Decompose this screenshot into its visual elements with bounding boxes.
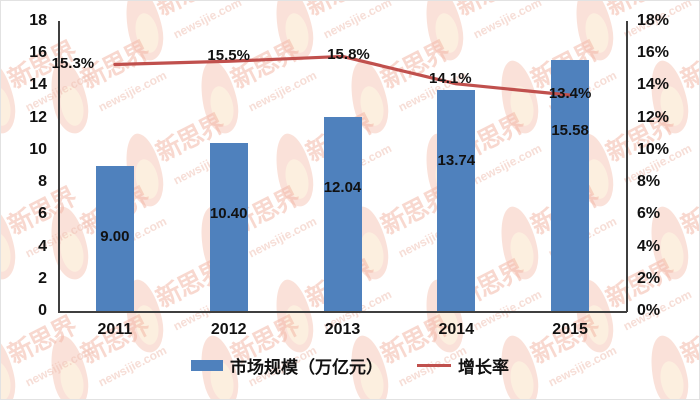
line-value-label: 15.5%: [207, 47, 250, 65]
category-label-2014: 2014: [438, 321, 475, 338]
left-tick-label: 12: [29, 108, 47, 126]
left-tick-label: 2: [38, 269, 47, 287]
right-tick-label: 8%: [637, 173, 661, 191]
legend-label-growth-rate: 增长率: [458, 358, 509, 377]
bar-2014[interactable]: [437, 89, 476, 311]
legend-item-market-size[interactable]: 市场规模（万亿元）: [191, 353, 383, 378]
right-tick-label: 6%: [637, 205, 661, 223]
bar-2015[interactable]: [551, 59, 590, 311]
left-tick-label: 10: [29, 140, 47, 158]
right-tick-label: 0%: [637, 302, 661, 319]
right-tick-label: 4%: [637, 237, 661, 255]
category-label-2013: 2013: [324, 321, 361, 338]
right-tick-label: 12%: [637, 108, 670, 126]
category-label-2015: 2015: [552, 321, 588, 338]
bar-2012[interactable]: [209, 143, 248, 311]
bar-value-label: 12.04: [323, 179, 362, 197]
bar-value-label: 10.40: [209, 205, 248, 223]
left-tick-label: 18: [29, 12, 47, 29]
right-tick-label: 2%: [637, 269, 661, 287]
right-axis-line: [626, 21, 628, 312]
right-tick-label: 10%: [637, 140, 670, 158]
bar-2013[interactable]: [323, 117, 362, 311]
line-value-label: 15.8%: [327, 46, 370, 64]
chart-legend: 市场规模（万亿元） 增长率: [1, 353, 699, 378]
left-tick-label: 4: [38, 237, 47, 255]
legend-line-swatch-icon: [417, 363, 451, 368]
line-value-label: 13.4%: [548, 85, 592, 103]
left-tick-label: 14: [29, 76, 47, 94]
line-value-label: 14.1%: [429, 69, 472, 87]
right-tick-label: 14%: [637, 76, 670, 94]
bottom-axis-line: [58, 311, 627, 313]
legend-bar-swatch-icon: [191, 360, 223, 371]
left-tick-label: 8: [38, 173, 47, 191]
line-value-label: 15.3%: [51, 54, 95, 72]
legend-label-market-size: 市场规模（万亿元）: [230, 358, 383, 377]
right-tick-label: 18%: [637, 12, 670, 29]
category-label-2012: 2012: [210, 321, 247, 338]
category-label-2011: 2011: [97, 321, 133, 338]
bar-2011[interactable]: [95, 166, 134, 311]
left-tick-label: 16: [29, 44, 47, 62]
bar-value-label: 13.74: [437, 151, 476, 169]
left-axis-line: [58, 21, 60, 312]
left-tick-label: 6: [38, 205, 47, 223]
bar-value-label: 9.00: [100, 228, 130, 245]
legend-item-growth-rate[interactable]: 增长率: [417, 353, 509, 378]
right-tick-label: 16%: [637, 44, 670, 62]
bar-value-label: 15.58: [551, 121, 589, 139]
left-tick-label: 0: [38, 302, 47, 319]
